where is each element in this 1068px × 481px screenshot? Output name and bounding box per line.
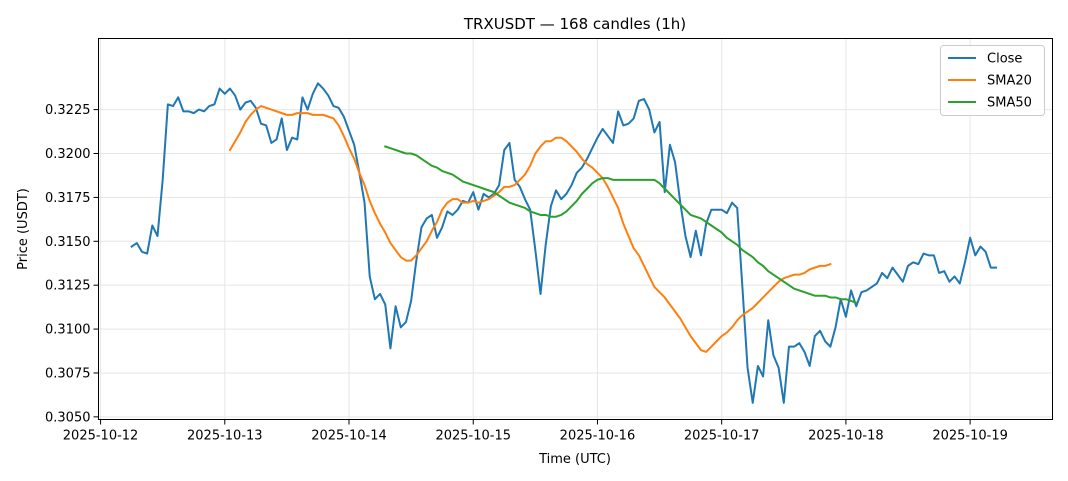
y-tick-label: 0.3150 — [45, 235, 91, 250]
series-line-sma50 — [383, 145, 858, 305]
chart-title: TRXUSDT — 168 candles (1h) — [463, 15, 686, 33]
series-lines — [130, 82, 997, 404]
axes: 2025-10-12 2025-10-13 2025-10-14 2025-10-15… — [45, 103, 1008, 443]
legend-label-close: Close — [987, 52, 1022, 67]
x-tick-label: 2025-10-14 — [311, 429, 387, 444]
x-tick-label: 2025-10-18 — [808, 429, 884, 444]
legend-label-sma20: SMA20 — [987, 74, 1032, 89]
legend-label-sma50: SMA50 — [987, 96, 1032, 111]
x-tick-label: 2025-10-13 — [187, 429, 263, 444]
legend-box — [940, 45, 1045, 116]
y-tick-label: 0.3200 — [45, 147, 91, 162]
x-axis-label: Time (UTC) — [538, 452, 611, 467]
x-tick-label: 2025-10-15 — [435, 429, 511, 444]
x-tick-label: 2025-10-16 — [560, 429, 636, 444]
y-tick-label: 0.3175 — [45, 191, 91, 206]
y-tick-label: 0.3075 — [45, 366, 91, 381]
x-tick-label: 2025-10-19 — [932, 429, 1008, 444]
x-tick-label: 2025-10-17 — [684, 429, 760, 444]
plot-frame — [98, 38, 1053, 420]
y-axis-label: Price (USDT) — [16, 188, 31, 270]
y-tick-label: 0.3050 — [45, 410, 91, 425]
x-tick-label: 2025-10-12 — [63, 429, 139, 444]
y-tick-label: 0.3100 — [45, 323, 91, 338]
y-tick-label: 0.3225 — [45, 103, 91, 118]
legend: Close SMA20 SMA50 — [940, 45, 1045, 116]
series-line-sma20 — [228, 105, 832, 353]
y-tick-label: 0.3125 — [45, 279, 91, 294]
series-line-close — [130, 82, 997, 404]
